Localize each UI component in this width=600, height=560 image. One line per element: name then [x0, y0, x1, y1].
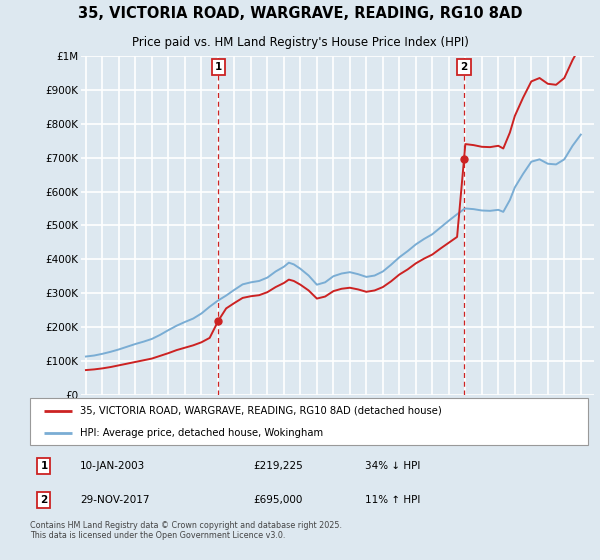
FancyBboxPatch shape — [30, 398, 588, 445]
Text: 1: 1 — [215, 62, 222, 72]
Text: 10-JAN-2003: 10-JAN-2003 — [80, 461, 145, 471]
Text: £695,000: £695,000 — [253, 495, 302, 505]
Text: £219,225: £219,225 — [253, 461, 303, 471]
Text: 35, VICTORIA ROAD, WARGRAVE, READING, RG10 8AD: 35, VICTORIA ROAD, WARGRAVE, READING, RG… — [78, 6, 522, 21]
Text: 34% ↓ HPI: 34% ↓ HPI — [365, 461, 420, 471]
Text: HPI: Average price, detached house, Wokingham: HPI: Average price, detached house, Woki… — [80, 428, 323, 438]
Text: 2: 2 — [460, 62, 467, 72]
Text: 29-NOV-2017: 29-NOV-2017 — [80, 495, 150, 505]
Text: 1: 1 — [40, 461, 47, 471]
Text: 11% ↑ HPI: 11% ↑ HPI — [365, 495, 420, 505]
Text: Contains HM Land Registry data © Crown copyright and database right 2025.
This d: Contains HM Land Registry data © Crown c… — [30, 521, 342, 540]
Text: 35, VICTORIA ROAD, WARGRAVE, READING, RG10 8AD (detached house): 35, VICTORIA ROAD, WARGRAVE, READING, RG… — [80, 406, 442, 416]
Text: 2: 2 — [40, 495, 47, 505]
Text: Price paid vs. HM Land Registry's House Price Index (HPI): Price paid vs. HM Land Registry's House … — [131, 36, 469, 49]
